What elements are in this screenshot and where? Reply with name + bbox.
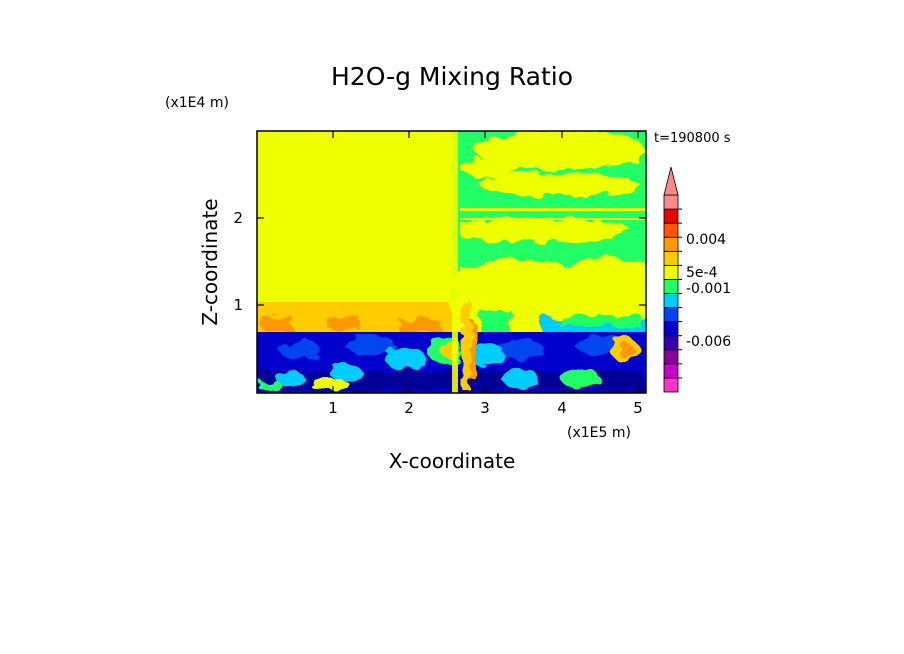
- colorbar-swatch: [663, 222, 679, 238]
- y-unit-label: (x1E4 m): [165, 95, 229, 111]
- colorbar-label: -0.006: [686, 334, 731, 350]
- colorbar-swatch: [663, 236, 679, 252]
- colorbar-swatch: [663, 349, 679, 365]
- x-unit-label: (x1E5 m): [567, 425, 631, 441]
- chart-title: H2O-g Mixing Ratio: [331, 62, 573, 91]
- colorbar-swatch: [663, 208, 679, 224]
- colorbar-swatch: [663, 307, 679, 323]
- plot-frame: [256, 130, 647, 394]
- y-axis-label: Z-coordinate: [198, 198, 222, 325]
- colorbar-extend-arrow: [663, 166, 679, 196]
- colorbar-swatch: [663, 293, 679, 308]
- x-tick-label: 2: [404, 399, 414, 417]
- x-tick-label: 3: [480, 399, 490, 417]
- colorbar-swatch: [663, 250, 679, 266]
- colorbar-swatch: [663, 335, 679, 351]
- x-tick-label: 5: [633, 399, 643, 417]
- x-tick-label: 4: [557, 399, 567, 417]
- y-tick-label: 2: [233, 209, 243, 227]
- colorbar-swatch: [663, 264, 679, 280]
- heatmap-field: [257, 131, 646, 393]
- region-upper-left: [257, 131, 456, 306]
- colorbar-label: 0.004: [686, 232, 726, 248]
- y-tick-label: 1: [233, 296, 243, 314]
- time-label: t=190800 s: [654, 131, 731, 146]
- colorbar-swatch: [663, 279, 679, 294]
- colorbar-swatch: [663, 321, 679, 337]
- colorbar-swatch: [663, 377, 679, 393]
- x-axis-label: X-coordinate: [389, 449, 516, 473]
- axis-ticks: [257, 131, 646, 393]
- colorbar: [663, 166, 682, 393]
- x-tick-label: 1: [328, 399, 338, 417]
- colorbar-label: -0.001: [686, 281, 731, 297]
- colorbar-label: 5e-4: [686, 265, 718, 281]
- colorbar-swatch: [663, 194, 679, 210]
- colorbar-swatch: [663, 363, 679, 379]
